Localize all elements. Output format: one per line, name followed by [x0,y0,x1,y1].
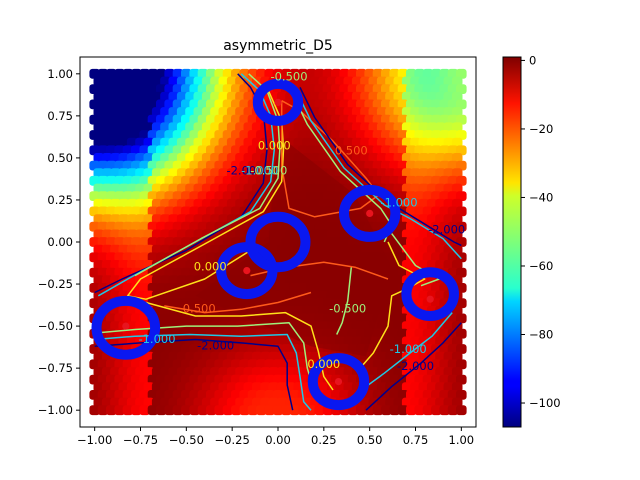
minimum-marker [334,378,343,386]
contour-label: 0.500 [335,144,368,158]
constraint-ring [252,78,304,126]
y-axis: 1.00 0.75 0.50 0.25 0.00 −0.25 −0.50 −0.75 −1.00 [38,67,80,417]
contour-label: -0.500 [270,70,307,84]
colorbar-tick-label: −40 [529,190,553,204]
minimum-marker [426,295,434,303]
colorbar-tick-label: −80 [529,328,553,342]
x-tick-label: 0.00 [265,433,291,447]
heatmap-surface [89,68,467,416]
contour-label: 0.000 [307,357,340,371]
minimum-marker [243,267,251,275]
contour-label: -1.000 [380,196,417,210]
colorbar-axis: 0 −20 −40 −60 −80 −100 [521,53,561,410]
constraint-ring [307,353,370,411]
minimum-marker [122,322,130,330]
contour-label: -0.500 [329,302,366,316]
contour-label: 0.500 [183,302,216,316]
y-tick-label: 0.25 [47,193,73,207]
x-tick-label: 0.75 [403,433,429,447]
contour-label: -2.000 [397,359,434,373]
y-tick-label: 1.00 [47,67,73,81]
y-tick-label: −0.50 [38,319,73,333]
x-tick-label: −0.25 [215,433,250,447]
contour-label: -2.000 [428,223,465,237]
y-tick-label: −0.25 [38,277,73,291]
colorbar-tick-label: −20 [529,122,553,136]
constraint-rings [91,78,460,411]
colorbar [502,56,522,428]
x-axis: −1.00 −0.75 −0.50 −0.25 0.00 0.25 0.50 0.75 1.00 [77,427,474,447]
contour-label: -1.000 [138,332,175,346]
y-tick-label: 0.50 [47,151,73,165]
contour-label: -2.000 [226,164,263,178]
x-tick-label: −1.00 [77,433,112,447]
contour-label: -1.000 [390,342,427,356]
x-tick-label: 0.50 [357,433,383,447]
constraint-ring [339,184,401,242]
x-tick-label: 0.25 [311,433,337,447]
contour-labels: -2.000-1.000-0.5000.000-0.5000.500-1.000… [138,70,465,373]
minimum-marker [274,98,282,106]
y-tick-label: 0.75 [47,109,73,123]
colorbar-tick-label: 0 [529,53,536,67]
contour-label: -2.000 [197,339,234,353]
constraint-ring [245,211,311,273]
x-tick-label: −0.75 [123,433,158,447]
constraint-ring [91,295,161,360]
contour-label: 0.000 [194,260,227,274]
x-tick-label: −0.50 [169,433,204,447]
colorbar-tick-label: −100 [529,396,561,410]
colorbar-tick-label: −60 [529,259,553,273]
y-tick-label: 0.00 [47,235,73,249]
chart-title: asymmetric_D5 [223,38,333,54]
constraint-ring [401,267,460,322]
x-tick-label: 1.00 [449,433,475,447]
y-tick-label: −1.00 [38,403,73,417]
contour-label: -0.500 [250,164,287,178]
y-tick-label: −0.75 [38,361,73,375]
minimum-marker [366,209,374,217]
contour-label: 0.000 [258,139,291,153]
contour-label: -1.000 [241,164,278,178]
point-markers [122,98,434,386]
